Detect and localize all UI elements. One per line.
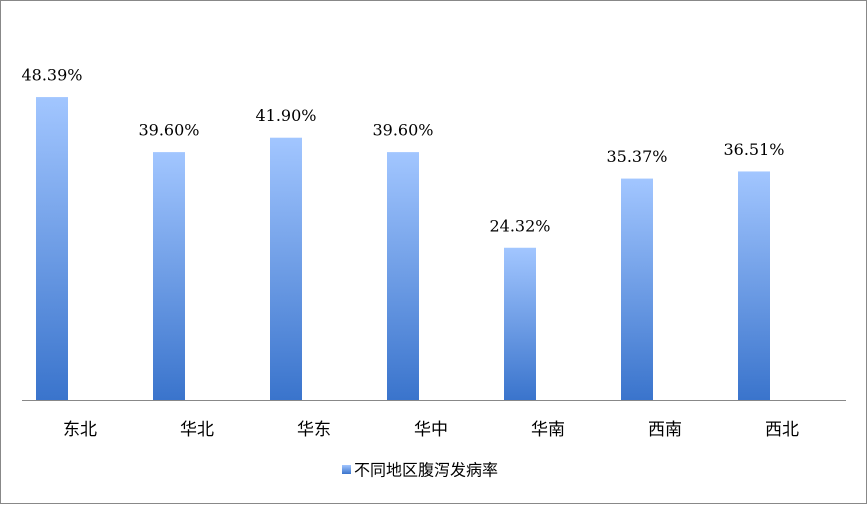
value-label: 35.37%: [606, 147, 667, 166]
x-tick-label: 东北: [63, 420, 97, 440]
value-label: 39.60%: [372, 121, 433, 140]
x-tick-label: 华东: [297, 420, 331, 440]
bar: [153, 152, 185, 400]
x-tick-label: 西北: [765, 420, 799, 440]
bar: [504, 247, 536, 400]
bar: [387, 152, 419, 400]
value-label: 48.39%: [21, 66, 82, 85]
x-tick-label: 华南: [531, 420, 565, 440]
bar: [36, 97, 68, 400]
bar: [621, 178, 653, 400]
bar: [738, 171, 770, 400]
value-label: 39.60%: [138, 121, 199, 140]
bar: [270, 137, 302, 400]
value-label: 36.51%: [723, 140, 784, 159]
x-tick-label: 华中: [414, 420, 448, 440]
value-label: 41.90%: [255, 106, 316, 125]
legend-label: 不同地区腹泻发病率: [354, 461, 498, 480]
legend-swatch: [342, 465, 351, 474]
x-tick-label: 西南: [648, 420, 682, 440]
value-label: 24.32%: [489, 216, 550, 235]
x-tick-label: 华北: [180, 420, 214, 440]
